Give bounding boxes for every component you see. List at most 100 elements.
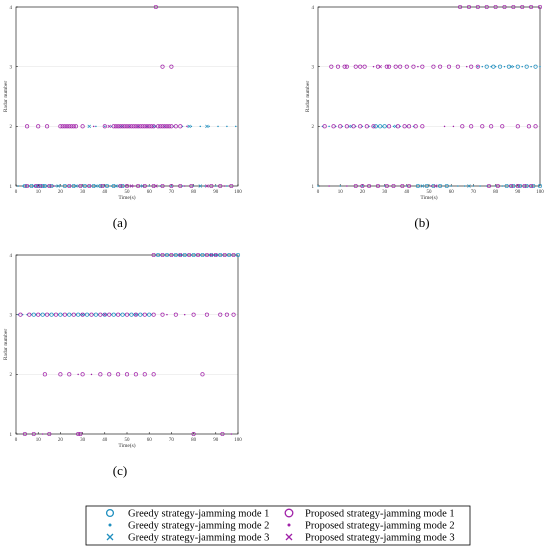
data-point-circle bbox=[124, 124, 130, 129]
data-point-circle bbox=[529, 183, 534, 189]
data-point-dot bbox=[521, 65, 523, 68]
data-point-circle bbox=[187, 252, 192, 258]
data-point-dot bbox=[226, 185, 228, 187]
data-point-circle bbox=[118, 183, 123, 189]
data-point-circle bbox=[220, 431, 225, 437]
data-point-dot bbox=[190, 125, 193, 128]
data-point-x bbox=[467, 184, 471, 188]
data-point-x bbox=[134, 312, 138, 317]
data-point-circle bbox=[342, 64, 347, 69]
data-point-dot bbox=[477, 65, 479, 68]
data-point-dot bbox=[465, 65, 468, 68]
data-point-circle bbox=[65, 124, 70, 129]
data-point-circle bbox=[120, 183, 125, 189]
data-point-circle bbox=[169, 124, 174, 129]
data-point-circle bbox=[160, 124, 165, 129]
data-point-dot bbox=[479, 185, 481, 187]
data-point-dot bbox=[235, 125, 237, 128]
data-point-circle bbox=[27, 312, 32, 317]
data-point-circle bbox=[31, 431, 36, 437]
data-point-circle bbox=[158, 124, 163, 129]
data-point-circle bbox=[537, 4, 543, 10]
x-tick-label: 0 bbox=[15, 190, 18, 195]
data-point-circle bbox=[42, 372, 47, 377]
data-point-circle bbox=[73, 124, 78, 129]
series-1 bbox=[17, 254, 237, 316]
data-point-circle bbox=[524, 64, 529, 69]
data-point-dot bbox=[199, 125, 202, 128]
data-point-circle bbox=[500, 124, 505, 129]
data-point-circle bbox=[231, 252, 236, 258]
data-point-circle bbox=[36, 124, 41, 129]
data-point-circle bbox=[391, 183, 396, 189]
data-point-circle bbox=[45, 124, 50, 129]
subplot-b: 0 10 20 30 40 50 60 70 80 90 100 1 2 3 4 Time(s) Radar n… bbox=[305, 4, 544, 230]
data-point-circle bbox=[360, 183, 365, 189]
data-point-dot bbox=[203, 185, 206, 187]
data-point-circle bbox=[509, 183, 514, 189]
y-tick-label: 3 bbox=[10, 65, 13, 70]
data-point-circle bbox=[522, 183, 527, 189]
data-point-circle bbox=[191, 431, 196, 437]
legend-entry-proposed-mode-3: Proposed strategy-jamming mode 3 bbox=[285, 533, 455, 544]
data-point-dot bbox=[183, 313, 186, 316]
data-point-circle bbox=[169, 64, 174, 69]
data-point-circle bbox=[531, 183, 536, 189]
data-point-circle bbox=[142, 124, 147, 129]
data-point-dot bbox=[539, 65, 541, 68]
series-2 bbox=[80, 253, 218, 317]
data-point-circle bbox=[178, 252, 183, 258]
data-point-circle bbox=[335, 64, 341, 69]
data-point-dot bbox=[35, 185, 37, 187]
data-point-dot bbox=[512, 65, 515, 68]
legend-box bbox=[85, 505, 471, 546]
data-point-circle bbox=[142, 372, 147, 377]
data-point-x bbox=[94, 184, 98, 188]
x-tick-label: 90 bbox=[515, 190, 521, 195]
data-point-circle bbox=[136, 183, 141, 189]
data-point-x bbox=[87, 124, 92, 129]
data-point-circle bbox=[58, 124, 63, 129]
data-point-circle bbox=[502, 4, 507, 10]
data-point-circle bbox=[362, 64, 367, 69]
legend-marker-circle bbox=[105, 508, 115, 518]
data-point-circle bbox=[484, 64, 489, 69]
series-5 bbox=[103, 253, 214, 317]
data-point-circle bbox=[455, 64, 460, 69]
data-point-dot bbox=[328, 185, 330, 187]
data-point-circle bbox=[33, 183, 39, 189]
subplot-c: 0 10 20 30 40 50 60 70 80 90 100 1 2 3 4 Time(s) Radar n… bbox=[3, 252, 242, 478]
legend-entry-proposed-mode-1: Proposed strategy-jamming mode 1 bbox=[284, 509, 455, 520]
data-point-dot bbox=[328, 125, 330, 128]
series-1 bbox=[317, 65, 541, 187]
data-point-circle bbox=[120, 124, 125, 129]
data-point-circle bbox=[178, 183, 183, 189]
data-point-dot bbox=[417, 65, 419, 68]
x-tick-label: 40 bbox=[102, 190, 108, 195]
data-point-circle bbox=[537, 183, 543, 189]
data-point-circle bbox=[191, 312, 196, 317]
y-axis-label: Radar number bbox=[305, 81, 311, 112]
x-tick-label: 90 bbox=[213, 438, 219, 443]
data-point-dot bbox=[55, 185, 57, 187]
data-point-circle bbox=[526, 124, 531, 129]
data-point-circle bbox=[91, 183, 96, 189]
data-point-circle bbox=[466, 4, 472, 10]
data-point-x bbox=[378, 64, 382, 69]
data-point-circle bbox=[118, 124, 123, 129]
data-point-circle bbox=[489, 124, 494, 129]
data-point-circle bbox=[133, 124, 138, 129]
data-point-circle bbox=[107, 312, 112, 317]
data-point-circle bbox=[178, 124, 183, 129]
data-point-dot bbox=[52, 185, 55, 187]
data-point-circle bbox=[460, 124, 465, 129]
data-point-x bbox=[205, 124, 209, 129]
data-point-dot bbox=[170, 185, 173, 187]
data-point-circle bbox=[411, 64, 416, 69]
data-point-circle bbox=[67, 124, 72, 129]
y-tick-label: 2 bbox=[312, 125, 315, 130]
x-tick-label: 50 bbox=[125, 190, 131, 195]
data-point-dot bbox=[503, 65, 506, 68]
y-tick-label: 4 bbox=[10, 254, 13, 259]
data-point-dot bbox=[530, 65, 532, 68]
